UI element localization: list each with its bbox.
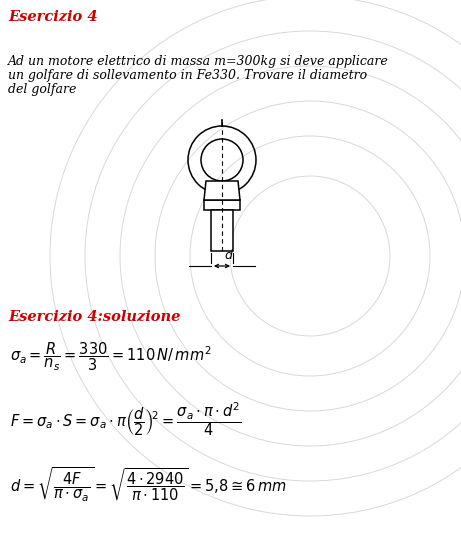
Text: un golfare di sollevamento in Fe330. Trovare il diametro: un golfare di sollevamento in Fe330. Tro… xyxy=(8,69,367,82)
Text: Ad un motore elettrico di massa m=300kg si deve applicare: Ad un motore elettrico di massa m=300kg … xyxy=(8,55,389,68)
Text: $d = \sqrt{\dfrac{4F}{\pi \cdot \sigma_a}} = \sqrt{\dfrac{4 \cdot 2940}{\pi \cdo: $d = \sqrt{\dfrac{4F}{\pi \cdot \sigma_a… xyxy=(10,466,287,504)
Text: $\sigma_a = \dfrac{R}{n_s} = \dfrac{330}{3} = 110\,N / \,mm^2$: $\sigma_a = \dfrac{R}{n_s} = \dfrac{330}… xyxy=(10,340,212,372)
Text: del golfare: del golfare xyxy=(8,83,77,96)
Bar xyxy=(204,200,240,210)
Polygon shape xyxy=(204,181,240,200)
Bar xyxy=(211,210,233,251)
Text: $d$: $d$ xyxy=(224,248,234,262)
Text: Esercizio 4:soluzione: Esercizio 4:soluzione xyxy=(8,310,180,324)
Text: $F = \sigma_a \cdot S = \sigma_a \cdot \pi \left(\dfrac{d}{2}\right)^{\!2} = \df: $F = \sigma_a \cdot S = \sigma_a \cdot \… xyxy=(10,400,242,438)
Text: Esercizio 4: Esercizio 4 xyxy=(8,10,97,24)
